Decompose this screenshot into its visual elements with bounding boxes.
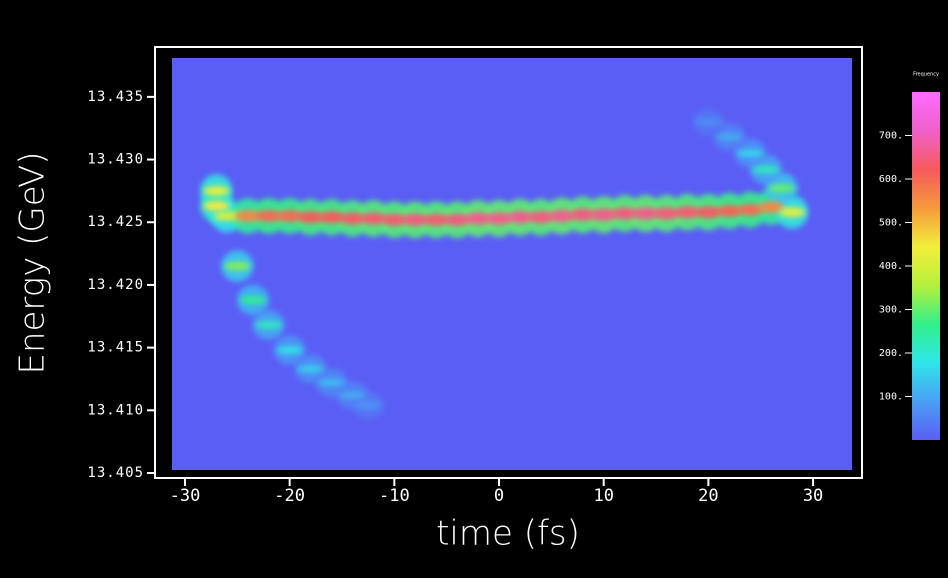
density-cell [276, 210, 303, 222]
density-cell [203, 200, 230, 211]
density-cell [423, 213, 450, 226]
x-tick-label: 20 [698, 486, 718, 506]
y-tick-label: 13.425 [87, 214, 144, 230]
colorbar-tick-label: 600. [879, 174, 903, 185]
density-cell [768, 184, 795, 193]
density-cell [590, 208, 617, 221]
density-cell [276, 346, 303, 354]
heatmap [200, 108, 809, 419]
colorbar-tick-label: 300. [879, 305, 903, 316]
density-cell [486, 212, 513, 225]
density-cell [297, 365, 324, 373]
density-cell [779, 207, 806, 218]
density-cell [716, 205, 743, 217]
density-cell [695, 206, 722, 219]
colorbar-tick-label: 500. [879, 218, 903, 229]
density-cell [318, 211, 345, 224]
density-cell [381, 213, 408, 226]
density-cell [318, 379, 345, 387]
density-cell [716, 133, 743, 141]
density-cell [674, 206, 701, 219]
x-tick-label: 10 [593, 486, 613, 506]
y-tick-label: 13.415 [87, 340, 144, 356]
y-tick-label: 13.430 [87, 152, 144, 168]
density-cell [506, 211, 533, 224]
density-cell [737, 149, 764, 158]
x-tick-label: 30 [803, 486, 823, 506]
density-cell [548, 209, 575, 222]
y-axis-title: Energy (GeV) [13, 151, 53, 374]
density-cell [695, 118, 722, 126]
colorbar-tick-label: 200. [879, 348, 903, 359]
y-tick-label: 13.405 [87, 465, 144, 481]
plot-frame [154, 46, 863, 479]
density-cell [527, 211, 554, 224]
plot-area [172, 58, 852, 470]
density-cell [611, 207, 638, 220]
density-cell [752, 165, 779, 174]
density-cell [213, 211, 240, 221]
y-tick-label: 13.410 [87, 402, 144, 418]
density-cell [339, 212, 366, 225]
x-tick-label: -30 [170, 486, 201, 506]
density-cell [569, 208, 596, 221]
colorbar-tick-label: 700. [879, 131, 903, 142]
colorbar-tick-label: 100. [879, 392, 903, 403]
density-cell [653, 207, 680, 220]
density-cell [203, 185, 230, 196]
density-cell [240, 295, 267, 305]
x-tick-label: 0 [494, 486, 504, 506]
density-cell [402, 213, 429, 226]
density-cell [297, 211, 324, 224]
density-cell [339, 391, 366, 399]
density-cell [355, 401, 382, 409]
y-tick-label: 13.435 [87, 89, 144, 105]
density-cell [444, 213, 471, 226]
density-cell [737, 203, 764, 216]
x-tick-label: -20 [274, 486, 305, 506]
density-cell [632, 207, 659, 220]
colorbar-title: Frequency [913, 72, 939, 78]
y-tick-label: 13.420 [87, 277, 144, 293]
colorbar-tick-label: 400. [879, 261, 903, 272]
density-cell [224, 261, 251, 271]
colorbar [912, 92, 940, 440]
x-tick-label: -10 [379, 486, 410, 506]
density-cell [255, 321, 282, 330]
density-cell [758, 201, 785, 213]
x-axis-title: time (fs) [436, 514, 580, 554]
density-cell [255, 210, 282, 222]
density-cell [234, 210, 261, 222]
density-cell [465, 212, 492, 225]
density-cell [360, 212, 387, 225]
